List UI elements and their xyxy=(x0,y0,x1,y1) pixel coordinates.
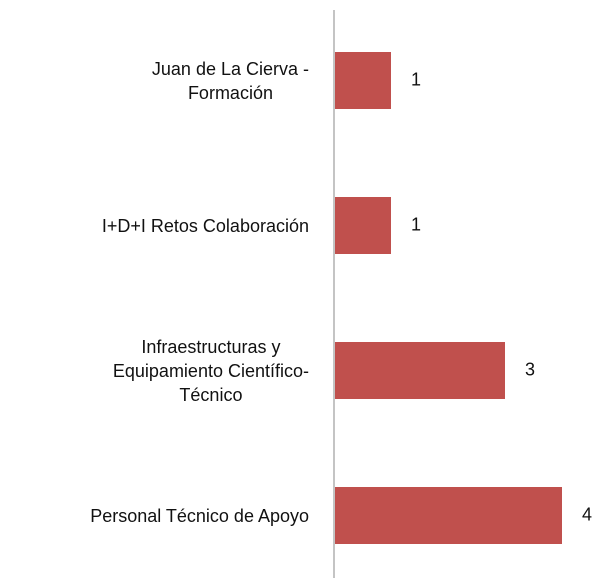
category-label: Juan de La Cierva - Formación xyxy=(151,58,309,103)
category-label: Personal Técnico de Apoyo xyxy=(90,505,309,526)
value-label: 1 xyxy=(411,69,421,89)
category-label: I+D+I Retos Colaboración xyxy=(101,215,309,236)
value-label: 3 xyxy=(525,359,535,379)
bar xyxy=(335,197,391,254)
category-label: Infraestructuras y Equipamiento Científi… xyxy=(112,336,309,405)
value-label: 4 xyxy=(582,504,592,524)
value-label: 1 xyxy=(411,214,421,234)
bar xyxy=(335,487,562,544)
bar xyxy=(335,342,505,399)
bar xyxy=(335,52,391,109)
